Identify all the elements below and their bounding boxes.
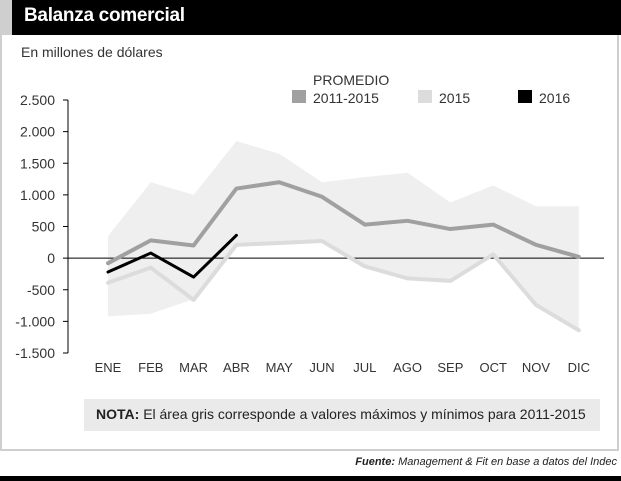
legend-label: 2011-2015 <box>313 90 379 106</box>
legend-heading: PROMEDIO <box>313 72 389 88</box>
legend-swatch <box>518 90 532 103</box>
legend: PROMEDIO 2011-2015 2015 2016 <box>292 72 570 106</box>
legend-label: 2016 <box>539 90 570 106</box>
source-label: Fuente: <box>355 456 396 468</box>
legend-swatch <box>418 90 432 103</box>
y-tick-label: 2.000 <box>20 124 55 140</box>
source-text: Management & Fit en base a datos del Ind… <box>398 456 617 468</box>
x-tick-label: ENE <box>95 360 122 375</box>
header-bar: Balanza comercial <box>0 0 621 35</box>
x-tick-label: JUL <box>353 360 376 375</box>
header-accent <box>0 0 12 35</box>
x-tick-label: ABR <box>223 360 250 375</box>
y-tick-label: 500 <box>32 219 56 235</box>
x-tick-label: FEB <box>138 360 163 375</box>
x-tick-label: MAY <box>266 360 294 375</box>
note-text: El área gris corresponde a valores máxim… <box>143 406 586 422</box>
bottom-bar <box>0 476 621 481</box>
y-tick-label: -1.500 <box>15 345 55 361</box>
axis-layer: 2.500 2.000 1.500 1.000 500 0 -500 -1.000 -1.500… <box>15 92 604 375</box>
series-layer <box>106 180 581 333</box>
series-line-2016 <box>106 233 238 279</box>
series-line-2015 <box>106 239 581 333</box>
x-tick-label: NOV <box>522 360 551 375</box>
chart-frame <box>0 35 619 451</box>
x-tick-label: JUN <box>309 360 334 375</box>
chart-frame-left <box>0 35 2 449</box>
y-tick-label: 2.500 <box>20 92 55 108</box>
x-tick-label: DIC <box>568 360 590 375</box>
y-tick-label: -1.000 <box>15 313 55 329</box>
source-credit: Fuente: Management & Fit en base a datos… <box>355 456 617 468</box>
page-title: Balanza comercial <box>24 5 185 26</box>
note-label: NOTA: <box>96 406 140 422</box>
x-tick-label: MAR <box>179 360 208 375</box>
legend-label: 2015 <box>439 90 470 106</box>
x-tick-label: AGO <box>393 360 422 375</box>
legend-swatch <box>292 90 306 103</box>
y-tick-label: 1.000 <box>20 187 55 203</box>
note-box: NOTA: El área gris corresponde a valores… <box>84 399 600 431</box>
range-band-layer <box>108 141 579 331</box>
y-tick-label: 0 <box>47 250 55 266</box>
y-tick-label: 1.500 <box>20 155 55 171</box>
range-band <box>108 141 579 331</box>
chart-subtitle: En millones de dólares <box>21 44 163 60</box>
x-tick-label: OCT <box>479 360 507 375</box>
x-tick-label: SEP <box>437 360 463 375</box>
series-line-2011-2015 <box>106 180 581 266</box>
y-tick-label: -500 <box>27 282 55 298</box>
